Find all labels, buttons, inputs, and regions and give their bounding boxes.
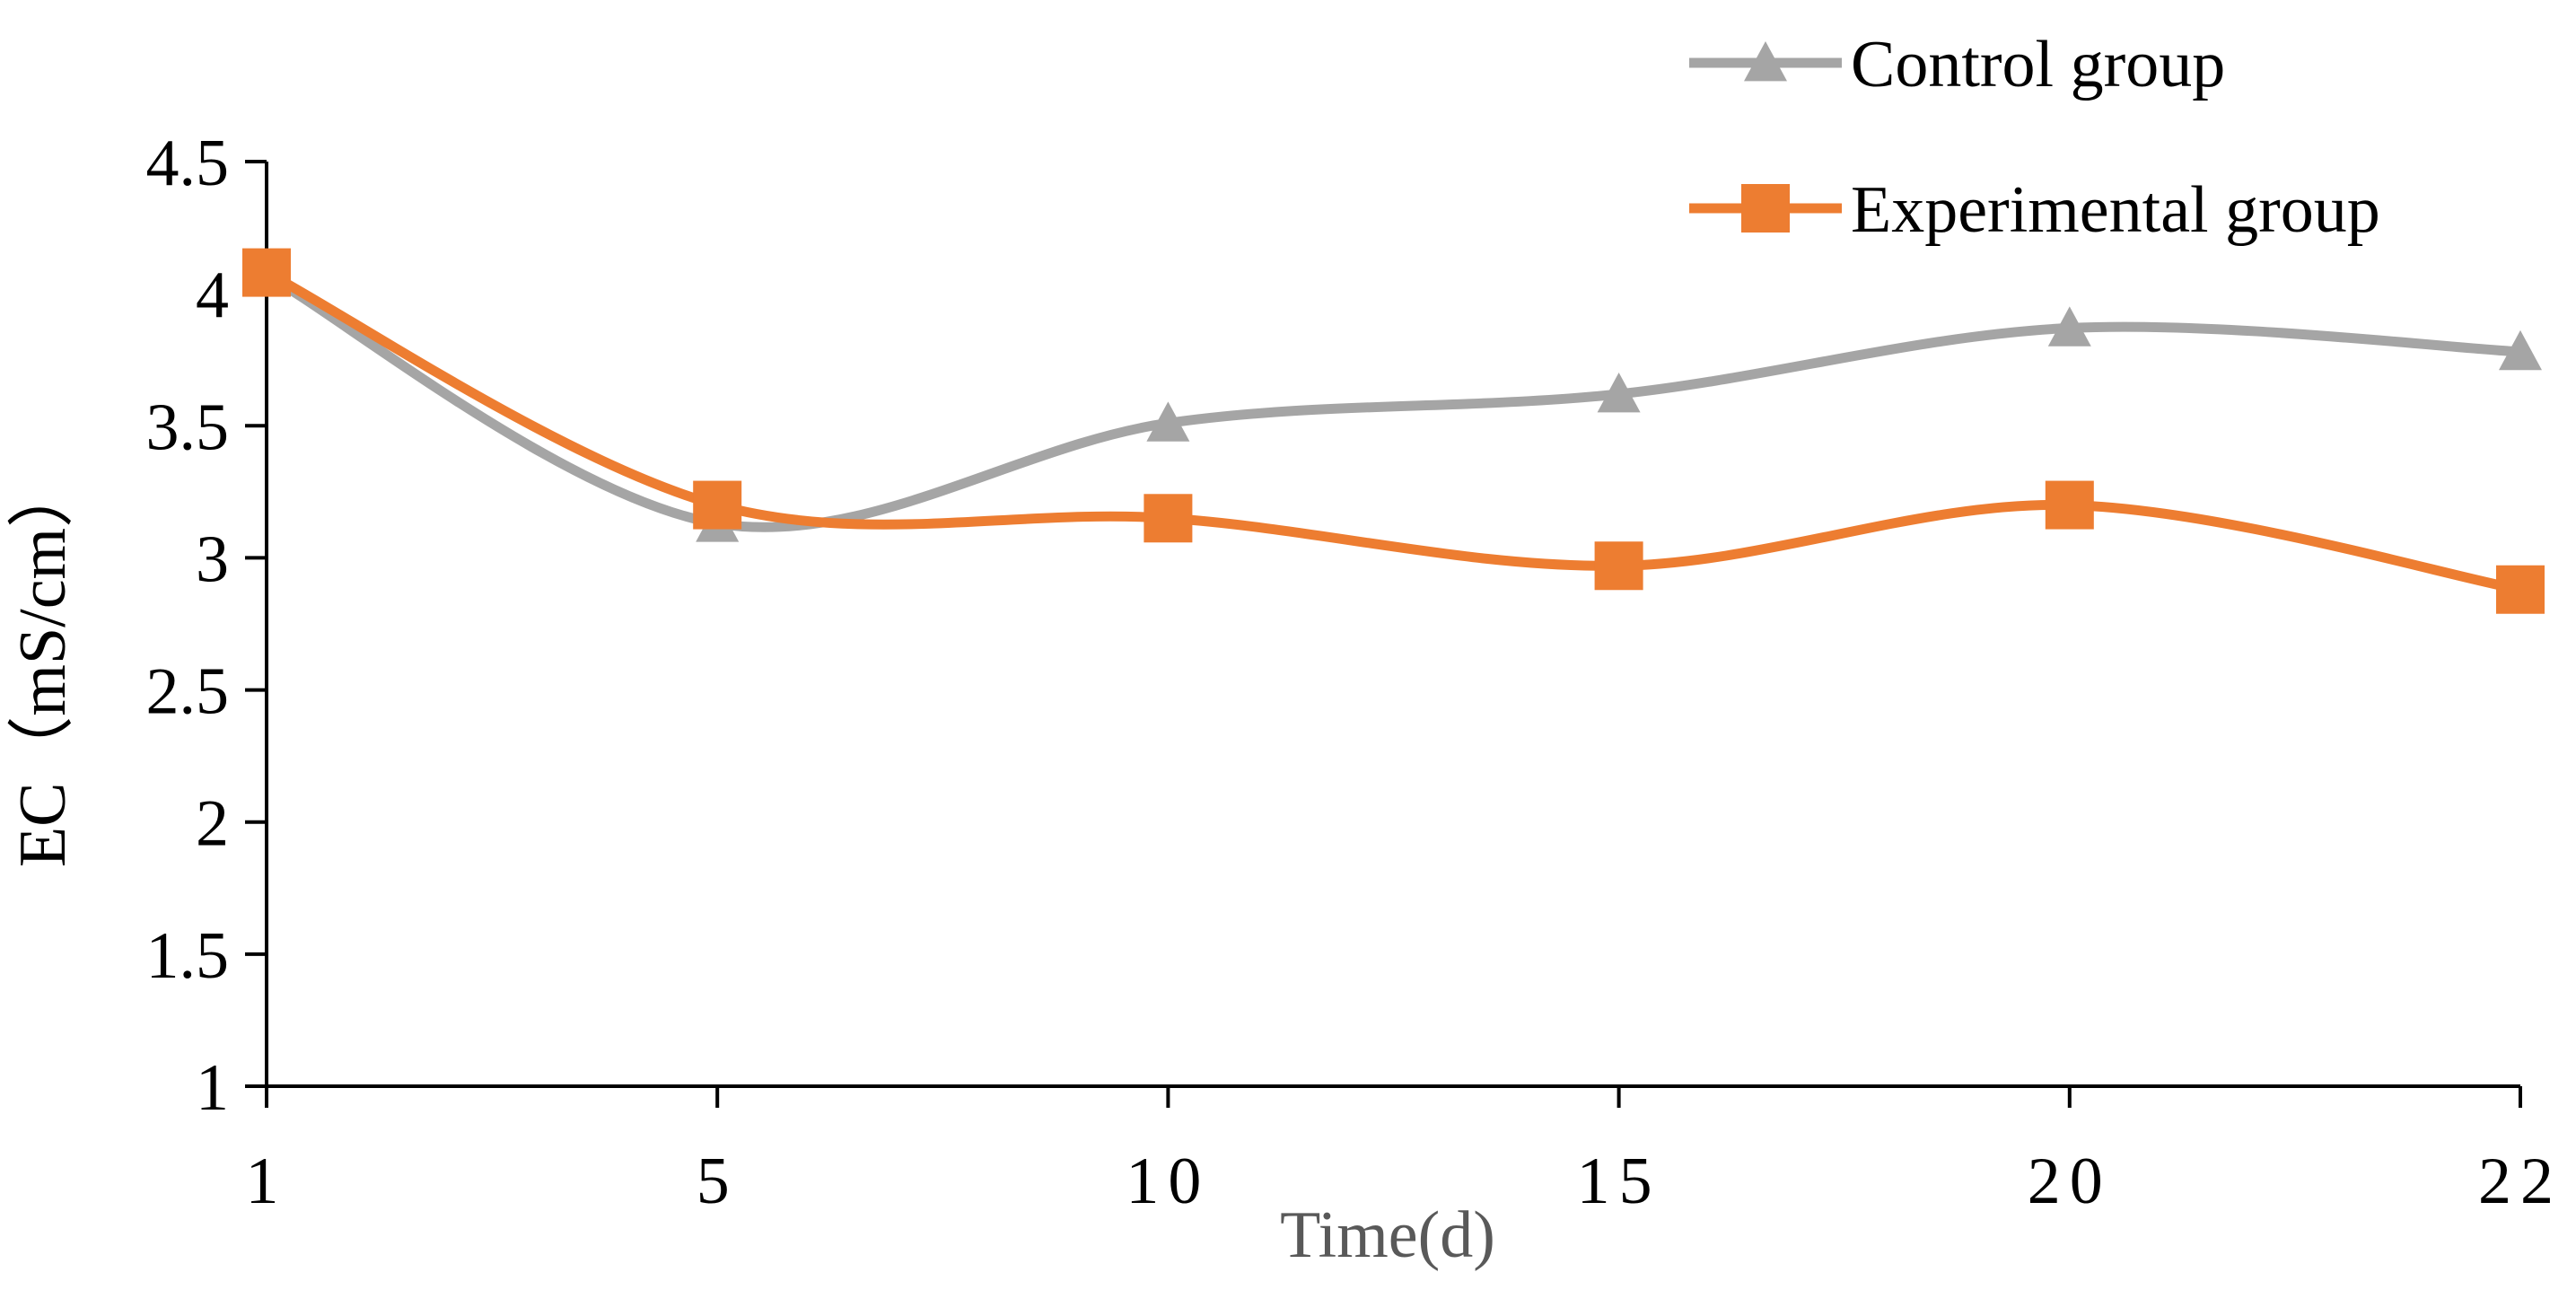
data-point-triangle	[1146, 401, 1190, 442]
y-ticks: 1 1.5 2 2.5 3 3.5 4 4.5	[146, 127, 267, 1125]
y-axis-title: EC（mS/cm）	[6, 461, 80, 867]
x-ticks: 1 5 10 15 20 22	[246, 1086, 2563, 1218]
data-point-square	[1143, 494, 1193, 543]
x-tick-label: 15	[1577, 1145, 1661, 1218]
data-point-square	[2496, 565, 2545, 614]
y-tick-label: 4	[196, 259, 229, 332]
legend: Control group Experimental group	[1689, 28, 2380, 247]
x-tick-label: 10	[1126, 1145, 1210, 1218]
series-layer	[242, 248, 2545, 614]
y-tick-label: 2.5	[146, 655, 230, 729]
legend-item: Experimental group	[1689, 173, 2380, 247]
y-tick-label: 3.5	[146, 391, 230, 464]
data-point-triangle	[2499, 329, 2542, 371]
data-point-triangle	[2047, 306, 2091, 347]
legend-marker-square	[1741, 184, 1790, 233]
legend-label: Control group	[1851, 28, 2225, 101]
data-point-square	[693, 480, 742, 530]
data-point-triangle	[1597, 372, 1641, 413]
x-tick-label: 20	[2028, 1145, 2112, 1218]
y-tick-label: 4.5	[146, 127, 230, 200]
y-tick-label: 3	[196, 522, 229, 596]
legend-label: Experimental group	[1851, 173, 2380, 247]
legend-item: Control group	[1689, 28, 2225, 101]
data-point-square	[2045, 480, 2094, 530]
y-tick-label: 1	[196, 1051, 229, 1125]
series-experimental-group	[242, 248, 2545, 614]
series-control-group	[245, 253, 2542, 542]
y-tick-label: 1.5	[146, 919, 230, 993]
data-point-square	[242, 248, 291, 297]
x-tick-label: 22	[2478, 1145, 2563, 1218]
x-tick-label: 5	[697, 1145, 739, 1218]
x-tick-label: 1	[246, 1145, 288, 1218]
series-line	[261, 270, 2526, 532]
legend-marker-triangle	[1744, 41, 1787, 82]
data-point-square	[1594, 541, 1643, 591]
y-tick-label: 2	[196, 787, 229, 861]
axes	[265, 162, 2520, 1088]
x-axis-title: Time(d)	[1280, 1198, 1495, 1272]
series-line	[261, 268, 2526, 595]
